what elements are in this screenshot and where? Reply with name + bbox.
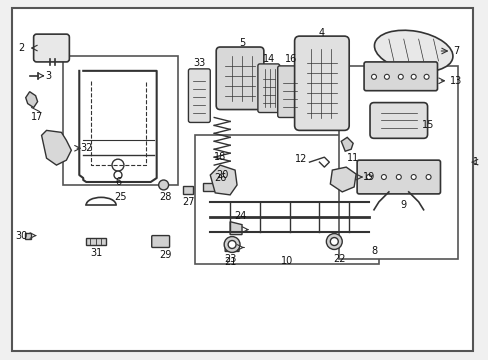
FancyBboxPatch shape <box>364 62 437 91</box>
Text: 8: 8 <box>370 247 376 256</box>
FancyBboxPatch shape <box>277 66 301 117</box>
FancyBboxPatch shape <box>257 64 279 113</box>
Text: 17: 17 <box>31 112 44 122</box>
Text: 5: 5 <box>239 38 244 48</box>
Text: 6: 6 <box>115 177 121 187</box>
Bar <box>25 233 31 239</box>
Text: 1: 1 <box>472 157 478 167</box>
Text: 11: 11 <box>346 153 359 163</box>
Text: 13: 13 <box>449 76 462 86</box>
Text: 27: 27 <box>182 197 194 207</box>
Bar <box>203 183 226 191</box>
Text: 28: 28 <box>159 192 171 202</box>
Text: 31: 31 <box>90 248 102 258</box>
Text: 25: 25 <box>115 192 127 202</box>
Text: 7: 7 <box>452 46 459 56</box>
Text: 16: 16 <box>284 54 296 64</box>
FancyBboxPatch shape <box>34 34 69 62</box>
Text: 26: 26 <box>214 173 226 183</box>
Polygon shape <box>210 165 237 195</box>
FancyBboxPatch shape <box>216 47 264 109</box>
Text: 3: 3 <box>45 71 51 81</box>
Circle shape <box>371 74 376 79</box>
Polygon shape <box>26 92 38 108</box>
Circle shape <box>325 234 342 249</box>
Text: 14: 14 <box>262 54 274 64</box>
Circle shape <box>114 171 122 179</box>
Text: 22: 22 <box>332 255 345 264</box>
Polygon shape <box>230 222 242 235</box>
Circle shape <box>224 237 240 252</box>
Text: 33: 33 <box>193 58 205 68</box>
Text: 2: 2 <box>19 43 25 53</box>
Bar <box>63 56 177 185</box>
Circle shape <box>425 175 430 180</box>
Text: 10: 10 <box>280 256 292 266</box>
Text: 20: 20 <box>216 170 228 180</box>
Text: 9: 9 <box>400 200 406 210</box>
Text: 24: 24 <box>233 211 246 221</box>
Circle shape <box>395 175 401 180</box>
Ellipse shape <box>374 30 452 72</box>
Text: 4: 4 <box>318 28 324 38</box>
Text: 21: 21 <box>224 257 236 267</box>
Text: 30: 30 <box>16 230 28 240</box>
FancyBboxPatch shape <box>356 160 440 194</box>
Circle shape <box>228 240 236 248</box>
Text: 18: 18 <box>214 152 226 162</box>
Polygon shape <box>224 242 239 251</box>
Circle shape <box>112 159 123 171</box>
Circle shape <box>423 74 428 79</box>
Text: 12: 12 <box>295 154 307 164</box>
Polygon shape <box>41 130 71 165</box>
Circle shape <box>410 175 415 180</box>
Circle shape <box>366 175 371 180</box>
FancyBboxPatch shape <box>369 103 427 138</box>
Circle shape <box>381 175 386 180</box>
Circle shape <box>410 74 415 79</box>
FancyBboxPatch shape <box>188 69 210 122</box>
Text: 23: 23 <box>224 255 236 264</box>
FancyBboxPatch shape <box>294 36 348 130</box>
Bar <box>86 238 106 246</box>
Circle shape <box>158 180 168 190</box>
Text: 29: 29 <box>159 251 171 260</box>
Text: 32: 32 <box>80 143 92 153</box>
Text: 19: 19 <box>362 172 374 182</box>
Bar <box>339 66 457 260</box>
Circle shape <box>384 74 388 79</box>
Circle shape <box>398 74 403 79</box>
Circle shape <box>330 238 338 246</box>
Text: 15: 15 <box>422 121 434 130</box>
Polygon shape <box>341 137 352 151</box>
FancyBboxPatch shape <box>151 235 169 247</box>
Polygon shape <box>330 167 355 192</box>
Bar <box>183 186 193 194</box>
Bar <box>195 135 378 264</box>
